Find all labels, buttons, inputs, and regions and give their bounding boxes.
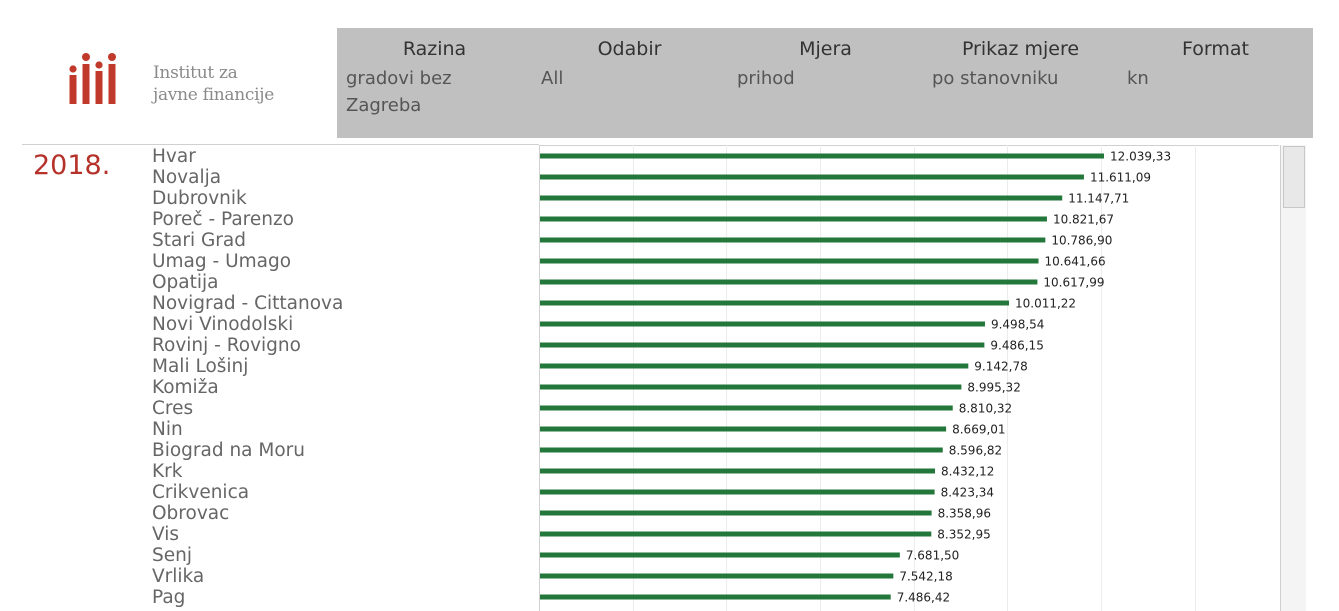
bar-15[interactable] — [540, 468, 936, 474]
bar-17[interactable] — [540, 510, 932, 516]
filter-format[interactable]: Format kn — [1118, 28, 1313, 138]
city-label-1[interactable]: Novalja — [152, 167, 222, 188]
city-label-3[interactable]: Poreč - Parenzo — [152, 209, 295, 230]
city-label-20[interactable]: Vrlika — [152, 566, 205, 587]
bar-value-label-18: 8.352,95 — [937, 528, 990, 542]
city-label-8[interactable]: Novi Vinodolski — [152, 314, 294, 335]
bar-value-label-2: 11.147,71 — [1068, 192, 1129, 206]
bar-21[interactable] — [540, 594, 891, 600]
bar-value-label-20: 7.542,18 — [899, 570, 952, 584]
bar-value-label-21: 7.486,42 — [897, 591, 950, 605]
city-label-2[interactable]: Dubrovnik — [152, 188, 247, 209]
bar-9[interactable] — [540, 342, 985, 348]
scrollbar-thumb[interactable] — [1283, 146, 1305, 208]
bar-3[interactable] — [540, 216, 1047, 222]
bar-value-label-9: 9.486,15 — [990, 339, 1043, 353]
bar-value-label-6: 10.617,99 — [1043, 276, 1104, 290]
city-label-17[interactable]: Obrovac — [152, 503, 230, 524]
city-label-5[interactable]: Umag - Umago — [152, 251, 292, 272]
filter-header-mjera: Mjera — [799, 38, 852, 60]
bar-value-label-13: 8.669,01 — [952, 423, 1005, 437]
city-label-12[interactable]: Cres — [152, 398, 194, 419]
bar-value-label-10: 9.142,78 — [974, 360, 1027, 374]
bar-20[interactable] — [540, 573, 894, 579]
bar-value-label-17: 8.358,96 — [938, 507, 991, 521]
bar-6[interactable] — [540, 279, 1038, 285]
city-label-15[interactable]: Krk — [152, 461, 183, 482]
filter-prikaz-mjere[interactable]: Prikaz mjere po stanovniku — [923, 28, 1118, 138]
bar-19[interactable] — [540, 552, 900, 558]
bar-13[interactable] — [540, 426, 947, 432]
filter-value-format[interactable]: kn — [1127, 68, 1149, 89]
ijf-logo-icon — [69, 53, 116, 104]
bar-18[interactable] — [540, 531, 932, 537]
bar-value-label-3: 10.821,67 — [1053, 213, 1114, 227]
bar-14[interactable] — [540, 447, 943, 453]
bar-value-label-5: 10.641,66 — [1045, 255, 1106, 269]
city-label-14[interactable]: Biograd na Moru — [152, 440, 306, 461]
bar-2[interactable] — [540, 195, 1063, 201]
bar-value-label-0: 12.039,33 — [1110, 150, 1171, 164]
city-label-9[interactable]: Rovinj - Rovigno — [152, 335, 301, 356]
bar-0[interactable] — [540, 153, 1104, 159]
city-label-19[interactable]: Senj — [152, 545, 192, 566]
bar-10[interactable] — [540, 363, 969, 369]
bar-1[interactable] — [540, 174, 1084, 180]
city-label-18[interactable]: Vis — [152, 524, 180, 545]
filter-razina[interactable]: Razina gradovi bez Zagreba — [337, 28, 532, 138]
org-name-line2: javne financije — [153, 85, 274, 105]
bar-value-label-11: 8.995,32 — [967, 381, 1020, 395]
org-name: Institut za javne financije — [153, 62, 274, 106]
bar-value-label-12: 8.810,32 — [959, 402, 1012, 416]
year-label: 2018. — [33, 150, 111, 181]
bar-value-label-16: 8.423,34 — [941, 486, 994, 500]
bar-value-label-15: 8.432,12 — [941, 465, 994, 479]
filter-header-format: Format — [1182, 38, 1249, 60]
bar-value-label-19: 7.681,50 — [906, 549, 959, 563]
bar-5[interactable] — [540, 258, 1039, 264]
filter-value-razina[interactable]: gradovi bez Zagreba — [346, 68, 452, 116]
city-label-16[interactable]: Crikvenica — [152, 482, 250, 503]
bar-12[interactable] — [540, 405, 953, 411]
city-label-11[interactable]: Komiža — [152, 377, 219, 398]
bar-value-label-8: 9.498,54 — [991, 318, 1044, 332]
filter-value-prikaz-mjere[interactable]: po stanovniku — [932, 68, 1059, 89]
bar-value-label-4: 10.786,90 — [1051, 234, 1112, 248]
org-name-line1: Institut za — [153, 63, 238, 83]
city-label-0[interactable]: Hvar — [152, 146, 196, 167]
bar-chart: 12.039,33 11.611,09 11.147,71 10.821,67 10.7… — [539, 145, 1279, 611]
filter-panel: Razina gradovi bez Zagreba Odabir All Mj… — [337, 28, 1313, 138]
filter-value-mjera[interactable]: prihod — [737, 68, 795, 89]
bar-7[interactable] — [540, 300, 1009, 306]
bar-value-label-14: 8.596,82 — [949, 444, 1002, 458]
bar-4[interactable] — [540, 237, 1046, 243]
city-label-13[interactable]: Nin — [152, 419, 183, 440]
filter-value-odabir[interactable]: All — [541, 68, 564, 89]
bar-11[interactable] — [540, 384, 962, 390]
bar-8[interactable] — [540, 321, 985, 327]
filter-header-razina: Razina — [402, 38, 467, 60]
bar-16[interactable] — [540, 489, 935, 495]
vertical-scrollbar[interactable] — [1280, 145, 1306, 611]
bar-value-label-7: 10.011,22 — [1015, 297, 1076, 311]
bar-value-label-1: 11.611,09 — [1090, 171, 1151, 185]
filter-mjera[interactable]: Mjera prihod — [728, 28, 923, 138]
filter-odabir[interactable]: Odabir All — [532, 28, 727, 138]
city-label-21[interactable]: Pag — [152, 587, 186, 608]
filter-header-prikaz-mjere: Prikaz mjere — [961, 38, 1080, 60]
city-label-4[interactable]: Stari Grad — [152, 230, 246, 251]
city-label-10[interactable]: Mali Lošinj — [152, 356, 249, 377]
divider — [22, 144, 539, 145]
city-label-6[interactable]: Opatija — [152, 272, 219, 293]
filter-header-odabir: Odabir — [597, 38, 662, 60]
city-label-7[interactable]: Novigrad - Cittanova — [152, 293, 344, 314]
